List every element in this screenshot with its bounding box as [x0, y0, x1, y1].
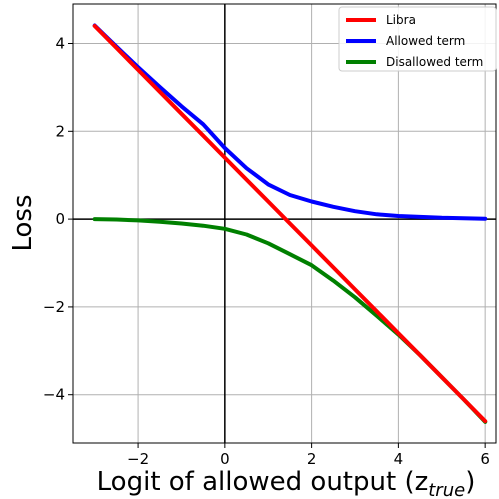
- x-axis-label-main: Logit of allowed output (z: [97, 467, 429, 497]
- x-tick-label: 2: [307, 450, 317, 468]
- series-lines: [92, 23, 488, 424]
- x-tick-label: 4: [394, 450, 404, 468]
- x-tick-label: 6: [480, 450, 490, 468]
- legend-label: Disallowed term: [386, 55, 483, 69]
- legend-box: [338, 6, 497, 72]
- x-axis-label-close: ): [465, 467, 475, 497]
- ticks: −2 0 2 4 6 −4 −2 0 2 4: [43, 35, 490, 468]
- y-tick-label: −2: [43, 298, 65, 316]
- x-axis-label: Logit of allowed output (ztrue): [97, 467, 476, 499]
- y-axis-label: Loss: [8, 194, 38, 251]
- y-tick-label: 2: [55, 122, 65, 140]
- y-tick-label: −4: [43, 386, 65, 404]
- legend-label: Allowed term: [386, 34, 465, 48]
- series-line-disallowed-term: [92, 217, 488, 424]
- x-tick-label: −2: [127, 450, 149, 468]
- y-tick-label: 0: [55, 210, 65, 228]
- plot-frame: [72, 3, 497, 444]
- legend: Libra Allowed term Disallowed term: [338, 6, 497, 72]
- y-tick-label: 4: [55, 35, 65, 53]
- series-line-allowed-term: [92, 23, 488, 221]
- x-axis-label-subscript: true: [428, 480, 465, 499]
- legend-label: Libra: [386, 13, 416, 27]
- x-tick-label: 0: [220, 450, 230, 468]
- series-line-libra: [92, 24, 488, 424]
